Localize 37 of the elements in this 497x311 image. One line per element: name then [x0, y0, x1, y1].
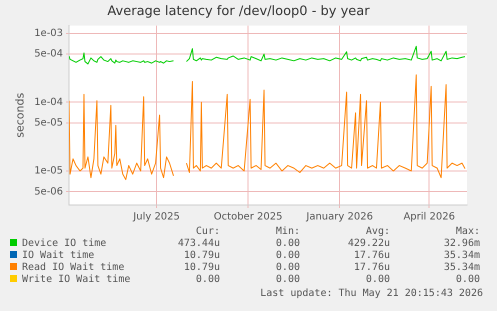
text: 35.34m [442, 250, 480, 262]
text: 10.79u [182, 262, 220, 274]
chart-title: Average latency for /dev/loop0 - by year [107, 4, 370, 20]
text: 0.00 [274, 274, 300, 286]
x-tick-label: July 2025 [132, 212, 180, 223]
text: Avg: [364, 226, 390, 238]
text: 17.76u [352, 250, 390, 262]
text: Cur: [194, 226, 220, 238]
text: 429.22u [346, 238, 390, 250]
x-tick-label: April 2026 [403, 212, 455, 223]
text: 0.00 [364, 274, 390, 286]
text: 473.44u [176, 238, 220, 250]
text: 35.34m [442, 262, 480, 274]
y-tick-label: 1e-04 [34, 96, 64, 108]
text: Last update: Thu May 21 20:15:43 2026 [260, 288, 483, 299]
text: 0.00 [274, 262, 300, 274]
text: 0.00 [274, 250, 300, 262]
text: Max: [454, 226, 480, 238]
x-tick-label: January 2026 [305, 212, 373, 223]
text: 0.00 [454, 274, 480, 286]
text: 32.96m [442, 238, 480, 250]
y-tick-label: 5e-06 [34, 186, 64, 198]
text: 0.00 [274, 238, 300, 250]
x-tick-label: October 2025 [214, 212, 282, 223]
y-tick-label: 1e-05 [34, 166, 64, 177]
y-tick-label: 5e-04 [34, 48, 64, 60]
text: 10.79u [182, 250, 220, 262]
text: Min: [274, 226, 300, 238]
text: 17.76u [352, 262, 390, 274]
legend-label: IO Wait time [21, 250, 96, 262]
y-tick-label: 5e-05 [34, 118, 64, 128]
y-tick-label: 1e-03 [34, 28, 64, 40]
y-axis-title: seconds [13, 92, 26, 138]
legend-label: Device IO time [21, 238, 108, 250]
legend-label: Read IO Wait time [21, 262, 126, 274]
text: 0.00 [194, 274, 220, 286]
legend-label: Write IO Wait time [21, 274, 132, 286]
